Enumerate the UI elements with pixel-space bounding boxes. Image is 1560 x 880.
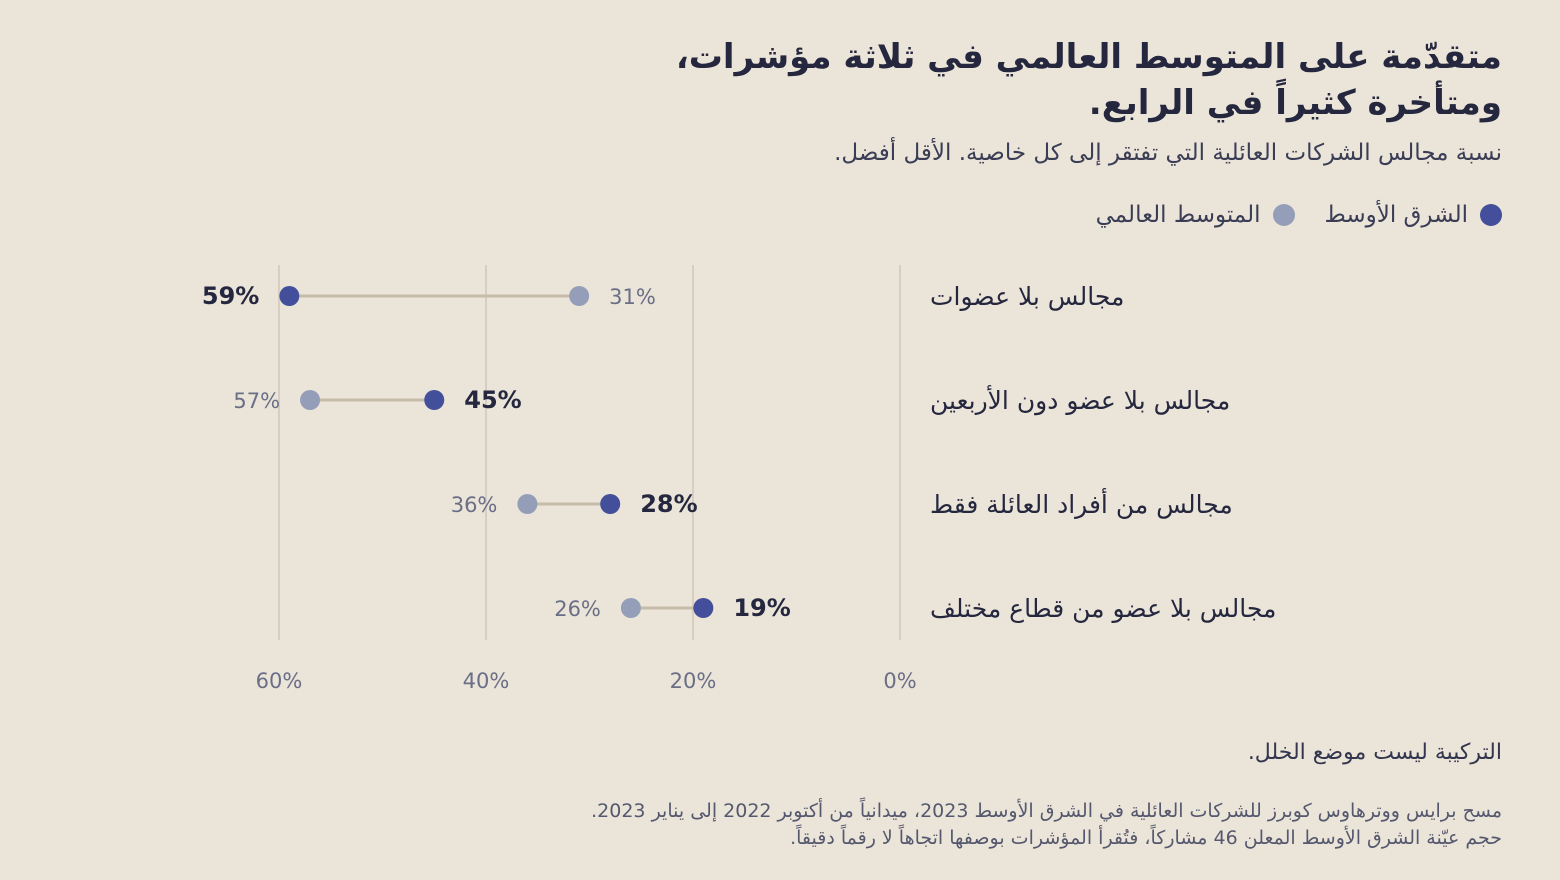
x-tick-label-20: 20% [670, 669, 717, 693]
dot-global-3 [517, 494, 538, 514]
chart-title: متقدّمة على المتوسط العالمي في ثلاثة مؤش… [402, 34, 1502, 126]
chart-legend: الشرق الأوسط المتوسط العالمي [1096, 202, 1502, 228]
dot-global-4 [620, 598, 641, 618]
chart-subtitle: نسبة مجالس الشركات العائلية التي تفتقر إ… [834, 140, 1502, 166]
value-label-middle-east-1: 59% [202, 282, 259, 310]
dot-middle-east-2 [424, 390, 445, 410]
legend-swatch-global-average [1272, 204, 1295, 226]
source-line-2: حجم عيّنة الشرق الأوسط المعلن 46 مشاركاً… [790, 827, 1502, 849]
value-label-middle-east-3: 28% [640, 490, 697, 518]
value-label-global-1: 31% [609, 285, 656, 309]
source-line-1: مسح برايس ووترهاوس كوبرز للشركات العائلي… [591, 800, 1502, 822]
value-label-global-4: 26% [554, 597, 601, 621]
category-label-3: مجالس من أفراد العائلة فقط [930, 487, 1233, 519]
x-tick-label-40: 40% [463, 669, 510, 693]
title-line-2: ومتأخرة كثيراً في الرابع. [1088, 83, 1502, 123]
title-line-1: متقدّمة على المتوسط العالمي في ثلاثة مؤش… [675, 37, 1502, 77]
value-label-global-2: 57% [233, 389, 280, 413]
value-label-global-3: 36% [451, 493, 498, 517]
legend-label-global-average: المتوسط العالمي [1095, 202, 1261, 228]
footnote: التركيبة ليست موضع الخلل. [1247, 740, 1502, 765]
dot-global-1 [569, 286, 590, 306]
legend-swatch-middle-east [1480, 204, 1502, 226]
x-tick-label-60: 60% [256, 669, 303, 693]
legend-label-middle-east: الشرق الأوسط [1324, 202, 1468, 228]
value-label-middle-east-2: 45% [464, 386, 521, 414]
category-label-2: مجالس بلا عضو دون الأربعين [930, 384, 1230, 416]
legend-item-middle-east: الشرق الأوسط [1325, 202, 1502, 228]
dot-middle-east-4 [693, 598, 714, 618]
dot-middle-east-3 [600, 494, 621, 514]
x-tick-label-0: 0% [883, 669, 916, 693]
dot-middle-east-1 [279, 286, 300, 306]
category-label-4: مجالس بلا عضو من قطاع مختلف [930, 594, 1276, 623]
dot-global-2 [300, 390, 321, 410]
source-note: مسح برايس ووترهاوس كوبرز للشركات العائلي… [202, 798, 1502, 852]
value-label-middle-east-4: 19% [733, 594, 790, 622]
legend-item-global-average: المتوسط العالمي [1096, 202, 1295, 228]
category-label-1: مجالس بلا عضوات [930, 282, 1124, 311]
